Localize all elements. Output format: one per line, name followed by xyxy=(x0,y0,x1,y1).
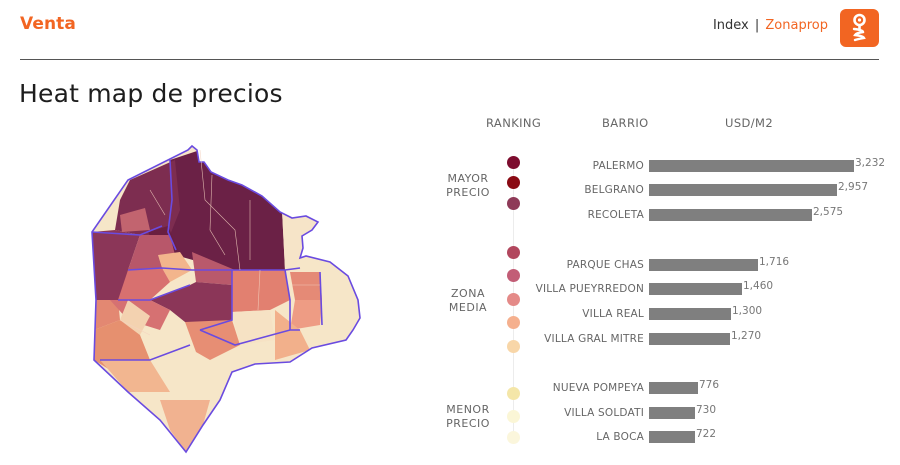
barrio-label: RECOLETA xyxy=(587,209,644,221)
price-value: 722 xyxy=(696,428,717,440)
price-bar xyxy=(649,407,695,419)
price-bar xyxy=(649,283,742,295)
price-value: 730 xyxy=(696,404,717,416)
price-value: 776 xyxy=(699,379,720,391)
barrio-label: NUEVA POMPEYA xyxy=(552,382,644,394)
barrio-label: PALERMO xyxy=(592,160,644,172)
price-bar xyxy=(649,259,758,271)
price-bar xyxy=(649,431,695,443)
group-label-mayor-precio: MAYOR PRECIO xyxy=(438,172,498,200)
ranking-dot xyxy=(507,246,520,259)
price-bar xyxy=(649,382,698,394)
ranking-dot xyxy=(507,176,520,189)
price-value: 1,716 xyxy=(759,256,790,268)
price-bar xyxy=(649,160,854,172)
brand-name: Zonaprop xyxy=(765,18,828,33)
ranking-dot xyxy=(507,387,520,400)
barrio-label: PARQUE CHAS xyxy=(566,259,644,271)
ranking-dot xyxy=(507,431,520,444)
price-value: 1,300 xyxy=(732,305,763,317)
ranking-dot xyxy=(507,156,520,169)
group-label-line: MEDIA xyxy=(448,301,488,314)
price-bar xyxy=(649,184,837,196)
group-label-menor-precio: MENOR PRECIO xyxy=(438,403,498,431)
price-value: 1,270 xyxy=(731,330,762,342)
group-label-line: PRECIO xyxy=(446,186,490,199)
ranking-dot xyxy=(507,293,520,306)
group-label-zona-media: ZONA MEDIA xyxy=(438,287,498,315)
barrio-label: VILLA GRAL MITRE xyxy=(544,333,644,345)
ranking-dot xyxy=(507,197,520,210)
barrio-label: BELGRANO xyxy=(584,184,644,196)
group-label-line: ZONA xyxy=(451,287,485,300)
barrio-label: VILLA REAL xyxy=(582,308,644,320)
price-bar xyxy=(649,333,730,345)
price-value: 3,232 xyxy=(855,157,886,169)
brand-text: Index | Zonaprop xyxy=(713,18,828,33)
ranking-dot xyxy=(507,340,520,353)
ranking-dot xyxy=(507,410,520,423)
group-label-line: MENOR xyxy=(446,403,490,416)
section-title: Venta xyxy=(20,14,76,34)
brand-prefix: Index xyxy=(712,18,749,33)
header-divider xyxy=(20,59,879,60)
heat-map xyxy=(91,144,361,454)
column-header-ranking: RANKING xyxy=(486,116,542,130)
ranking-dot xyxy=(507,269,520,282)
group-label-line: PRECIO xyxy=(446,417,490,430)
group-label-line: MAYOR xyxy=(447,172,489,185)
brand-separator: | xyxy=(754,18,760,33)
price-value: 2,575 xyxy=(813,206,844,218)
price-value: 1,460 xyxy=(743,280,774,292)
page-title: Heat map de precios xyxy=(19,79,283,108)
ranking-dot xyxy=(507,316,520,329)
price-bar xyxy=(649,308,731,320)
zonaprop-logo-icon[interactable] xyxy=(840,9,879,47)
column-header-barrio: BARRIO xyxy=(602,116,649,130)
barrio-label: VILLA PUEYRREDON xyxy=(535,283,644,295)
barrio-label: LA BOCA xyxy=(596,431,644,443)
price-bar xyxy=(649,209,812,221)
column-header-usd: USD/M2 xyxy=(725,116,774,130)
barrio-label: VILLA SOLDATI xyxy=(564,407,644,419)
price-value: 2,957 xyxy=(838,181,869,193)
